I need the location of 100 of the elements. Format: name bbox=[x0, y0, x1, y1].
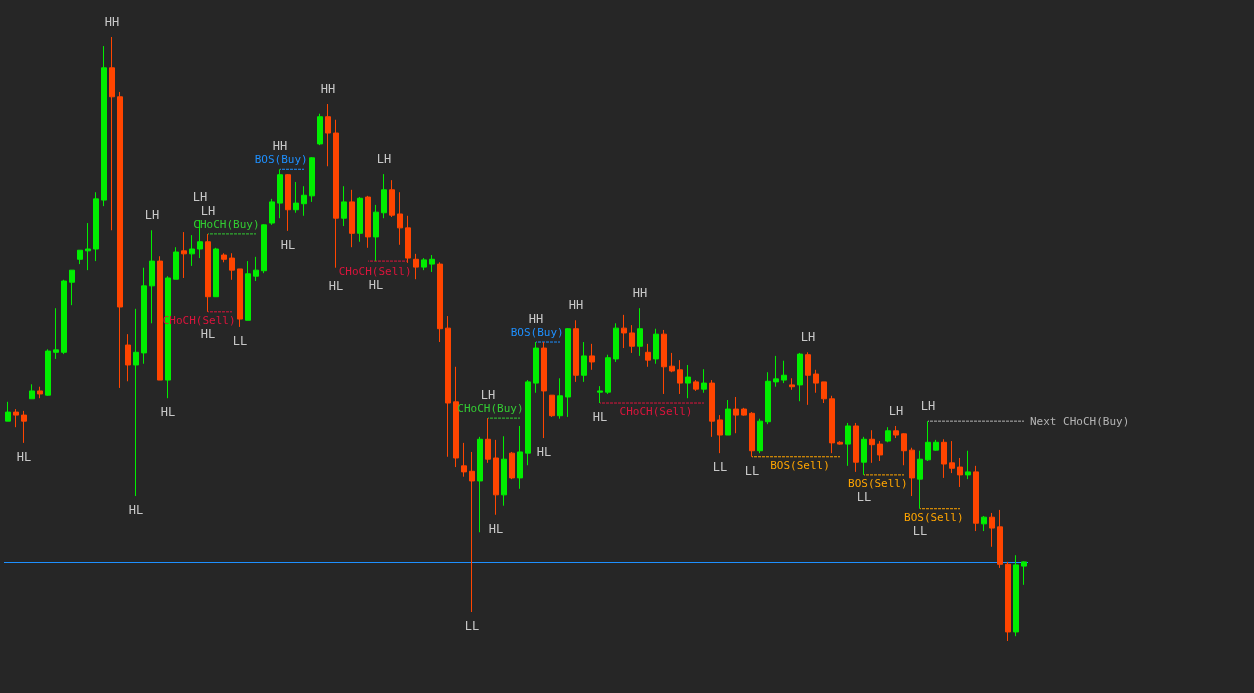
annotation: LH bbox=[800, 330, 816, 345]
annotation: LH bbox=[920, 399, 936, 414]
candlestick bbox=[861, 436, 867, 476]
annotation: LL bbox=[856, 489, 872, 504]
candlestick bbox=[125, 333, 131, 382]
candlestick bbox=[877, 440, 883, 462]
candlestick bbox=[573, 319, 579, 383]
candlestick bbox=[989, 512, 995, 548]
annotation: LL bbox=[912, 523, 928, 538]
candlestick bbox=[373, 204, 379, 262]
candlestick bbox=[389, 179, 395, 218]
candlestick bbox=[469, 451, 475, 613]
annotation: LH bbox=[888, 403, 904, 418]
candlestick bbox=[261, 223, 267, 274]
candlestick bbox=[93, 191, 99, 262]
candlestick bbox=[509, 451, 515, 480]
candlestick bbox=[221, 252, 227, 263]
candlestick bbox=[301, 185, 307, 217]
annotation: HL bbox=[368, 278, 384, 293]
candlestick bbox=[285, 173, 291, 232]
candlestick bbox=[189, 234, 195, 267]
candlestick bbox=[349, 189, 355, 248]
candlestick bbox=[309, 156, 315, 203]
candlestick bbox=[749, 411, 755, 458]
annotation: HL bbox=[488, 521, 504, 536]
candlestick bbox=[629, 324, 635, 354]
candlestick bbox=[485, 417, 491, 464]
candlestick bbox=[821, 381, 827, 404]
candlestick bbox=[669, 352, 675, 373]
candlestick bbox=[789, 377, 795, 391]
candlestick bbox=[917, 450, 923, 510]
candlestick bbox=[557, 377, 563, 420]
candlestick bbox=[493, 439, 499, 516]
candlestick bbox=[253, 256, 259, 282]
candlestick bbox=[525, 379, 531, 466]
annotation: LL bbox=[464, 619, 480, 634]
candlestick bbox=[541, 341, 547, 439]
annotation: HL bbox=[592, 410, 608, 425]
candlestick bbox=[605, 354, 611, 395]
annotation: LH bbox=[376, 152, 392, 167]
candlestick bbox=[997, 509, 1003, 569]
candlestick bbox=[941, 438, 947, 479]
candlestick bbox=[381, 173, 387, 219]
candlestick bbox=[741, 407, 747, 417]
annotation: HH bbox=[104, 15, 120, 29]
candlestick bbox=[549, 394, 555, 418]
candlestick bbox=[461, 442, 467, 478]
candlestick bbox=[229, 252, 235, 281]
candlestick bbox=[413, 253, 419, 280]
candlestick bbox=[869, 429, 875, 464]
candlestick bbox=[357, 196, 363, 243]
annotation: HL bbox=[160, 405, 176, 420]
series-label: CHoCH(Sell) bbox=[338, 264, 412, 278]
candlestick bbox=[589, 343, 595, 371]
candlestick bbox=[533, 341, 539, 394]
candlestick bbox=[565, 327, 571, 418]
candlestick bbox=[141, 267, 147, 365]
candlestick bbox=[405, 215, 411, 264]
annotation: HL bbox=[128, 503, 144, 518]
annotation: HL bbox=[280, 237, 296, 252]
candlestick bbox=[237, 268, 243, 328]
candlestick bbox=[757, 418, 763, 454]
candlestick bbox=[245, 260, 251, 321]
annotation: LH bbox=[480, 388, 496, 403]
series-label: BOS(Sell) bbox=[770, 458, 830, 472]
annotation: LL bbox=[712, 460, 728, 475]
candlestick bbox=[677, 359, 683, 395]
annotation: LL bbox=[744, 463, 760, 478]
candlestick bbox=[117, 91, 123, 389]
candlestick bbox=[53, 307, 59, 360]
series-label: CHoCH(Sell) bbox=[619, 405, 693, 419]
candlestick bbox=[501, 435, 507, 507]
series-label: BOS(Buy) bbox=[254, 153, 308, 167]
candlestick bbox=[613, 322, 619, 363]
candlestick bbox=[61, 279, 67, 355]
candlestick bbox=[45, 348, 51, 397]
candlestick bbox=[517, 425, 523, 490]
candlestick bbox=[773, 355, 779, 388]
candlestick bbox=[293, 181, 299, 214]
annotation: HH bbox=[272, 139, 288, 154]
candlestick bbox=[13, 408, 19, 428]
series-label: BOS(Sell) bbox=[848, 476, 908, 490]
candlestick bbox=[781, 360, 787, 384]
candlestick bbox=[317, 113, 323, 146]
candlestick bbox=[893, 425, 899, 439]
candlestick bbox=[397, 191, 403, 246]
candlestick bbox=[37, 386, 43, 399]
candlestick bbox=[981, 515, 987, 532]
candlestick bbox=[1005, 561, 1011, 642]
candlestick bbox=[949, 440, 955, 474]
candlestick bbox=[645, 343, 651, 368]
candlestick bbox=[421, 257, 427, 271]
candlestick bbox=[477, 436, 483, 533]
annotation: HL bbox=[200, 326, 216, 341]
candlestick bbox=[733, 396, 739, 434]
candlestick bbox=[445, 315, 451, 458]
series-label: BOS(Buy) bbox=[510, 326, 564, 340]
candlestick bbox=[101, 45, 107, 207]
candlestick bbox=[653, 328, 659, 365]
candlestick bbox=[957, 457, 963, 488]
